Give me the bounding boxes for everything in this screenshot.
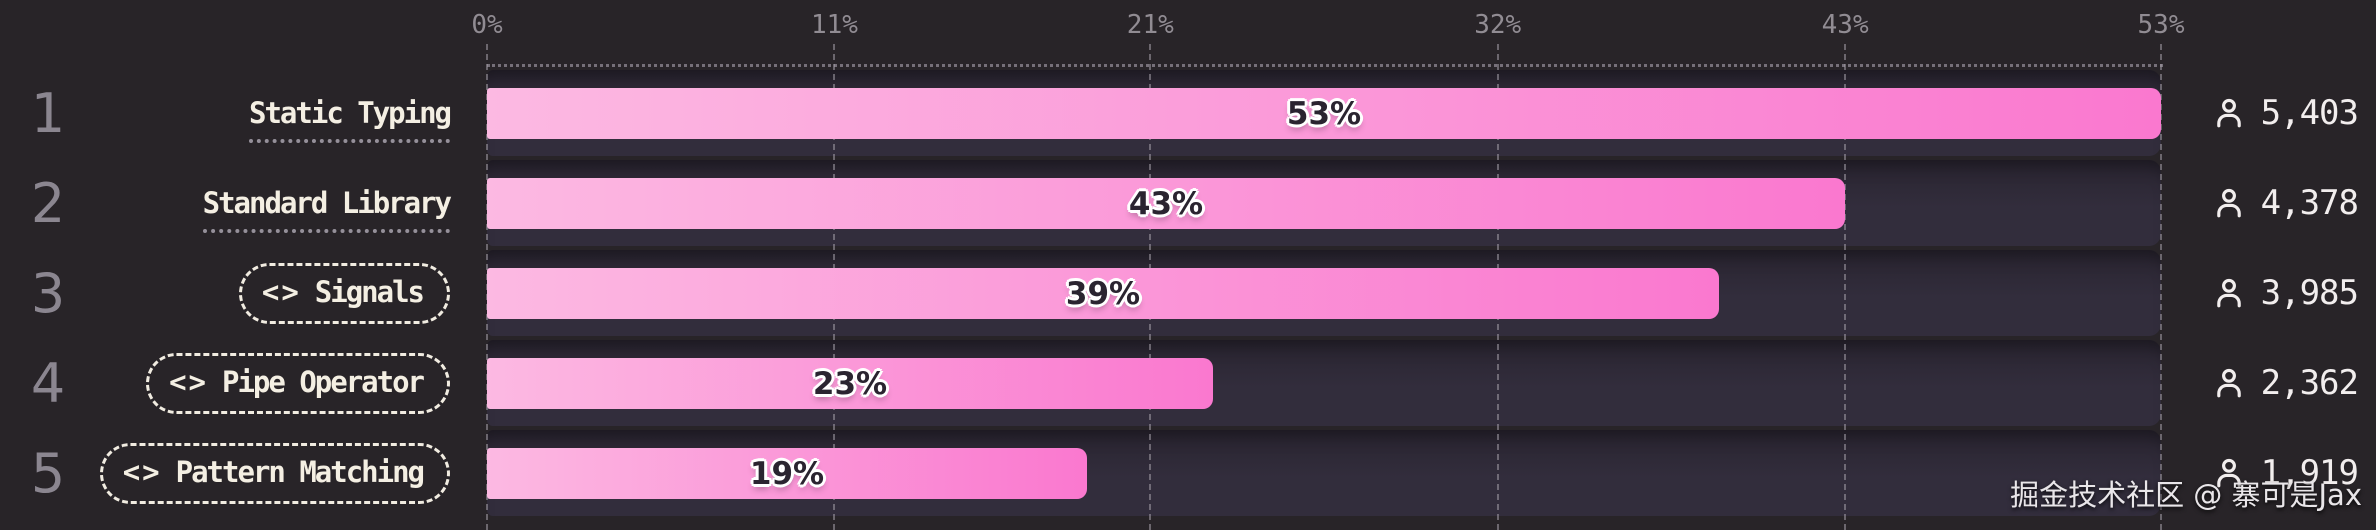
person-icon [2216,368,2241,398]
feature-label-area: <> Signals [0,248,450,338]
feature-label-text: Pattern Matching [175,454,425,489]
feature-label-text: Static Typing [249,96,452,130]
chart-rows: 1 Static Typing 53% 5,403 2 Standard Lib… [0,68,2376,518]
vote-count: 2,362 [2211,338,2359,428]
bar-percent-label: 23% [812,365,888,402]
bar: 39% [487,268,1719,319]
code-brackets-icon: <> [261,274,301,309]
axis-tick-label: 11% [810,10,858,40]
vote-count: 3,985 [2211,248,2359,338]
rank-number: 1 [30,81,66,145]
axis-tick-label: 43% [1821,10,1869,40]
bar: 23% [487,358,1213,409]
axis-tick-label: 21% [1126,10,1174,40]
person-icon [2216,98,2241,128]
feature-label-area: Static Typing [0,68,452,158]
vote-count-text: 1,919 [2260,453,2359,493]
person-icon [2216,188,2241,218]
vote-count: 5,403 [2211,68,2359,158]
feature-label-area: <> Pipe Operator [0,338,450,428]
code-brackets-icon: <> [169,364,209,399]
chart-row: 5 <> Pattern Matching 19% 1,919 [0,428,2376,518]
feature-label-text: Standard Library [202,186,452,220]
feature-label-text: Signals [314,274,425,309]
vote-count-text: 5,403 [2260,93,2359,133]
rank-number: 2 [30,171,66,235]
axis-tick-label: 53% [2137,10,2185,40]
vote-count-text: 2,362 [2260,363,2359,403]
feature-label: <> Pipe Operator [146,352,450,414]
axis-top-dotted-line [487,64,2163,67]
vote-count-text: 4,378 [2260,183,2359,223]
feature-label: <> Pattern Matching [99,442,450,504]
chart-row: 2 Standard Library 43% 4,378 [0,158,2376,248]
feature-label-text: Pipe Operator [222,364,425,399]
feature-label: Static Typing [249,96,452,143]
vote-count: 1,919 [2211,428,2359,518]
feature-label-area: <> Pattern Matching [0,428,450,518]
rank-number: 3 [30,261,66,325]
bar-percent-label: 53% [1286,95,1362,132]
chart-row: 1 Static Typing 53% 5,403 [0,68,2376,158]
person-icon [2216,278,2241,308]
bar-percent-label: 39% [1065,275,1141,312]
axis-tick-label: 32% [1474,10,1522,40]
bar-percent-label: 19% [749,455,825,492]
vote-count: 4,378 [2211,158,2359,248]
feature-label-area: Standard Library [0,158,452,248]
watermark: 掘金技术社区 @ 寨可是Jax [2010,478,2362,512]
bar: 43% [487,178,1845,229]
bar-percent-label: 43% [1128,185,1204,222]
feature-label: <> Signals [238,262,450,324]
rank-number: 5 [30,441,66,505]
rank-number: 4 [30,351,66,415]
vote-count-text: 3,985 [2260,273,2359,313]
code-brackets-icon: <> [122,454,162,489]
chart-row: 4 <> Pipe Operator 23% 2,362 [0,338,2376,428]
chart-row: 3 <> Signals 39% 3,985 [0,248,2376,338]
bar: 19% [487,448,1087,499]
person-icon [2216,458,2241,488]
feature-label: Standard Library [202,186,452,233]
axis-tick-label: 0% [471,10,503,40]
bar: 53% [487,88,2161,139]
